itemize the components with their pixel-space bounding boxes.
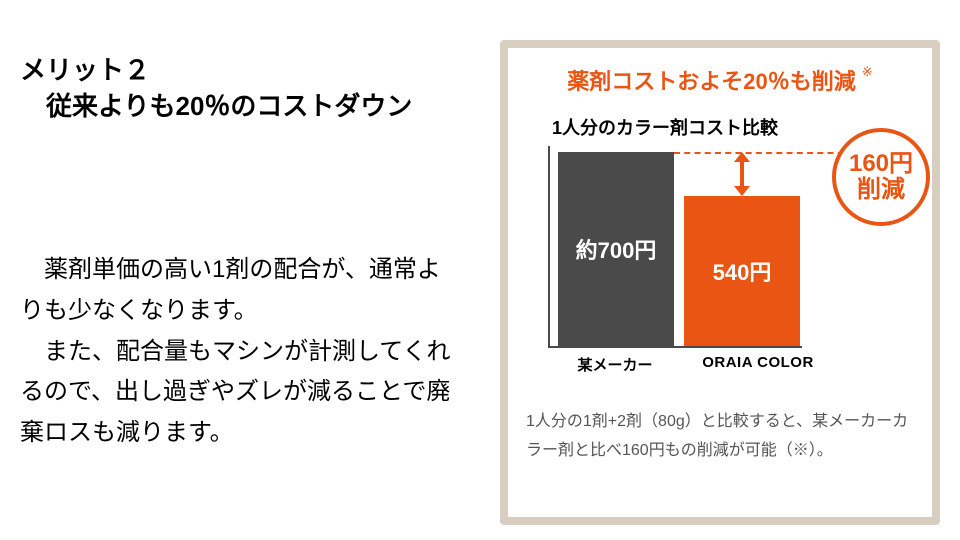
card-title-note: ※	[862, 64, 873, 79]
body-para-2: また、配合量もマシンが計測してくれるので、出し過ぎやズレが減ることで廃棄ロスも減…	[20, 332, 460, 454]
body-para-1: 薬剤単価の高い1剤の配合が、通常よりも少なくなります。	[20, 250, 460, 332]
guide-line-top	[674, 152, 854, 154]
bar-2-value-label: 540円	[713, 255, 772, 287]
bar-1-value-label: 約700円	[576, 233, 657, 265]
body-text: 薬剤単価の高い1剤の配合が、通常よりも少なくなります。 また、配合量もマシンが計…	[20, 250, 460, 454]
bar-2: 540円	[684, 196, 800, 346]
heading-line1: メリット２	[20, 52, 412, 88]
x-axis	[548, 346, 802, 348]
bar-1-caption: 某メーカー	[550, 354, 680, 375]
badge-line2: 削減	[857, 177, 905, 203]
card-title: 薬剤コストおよそ20％も削減 ※	[526, 64, 914, 96]
y-axis	[548, 146, 550, 348]
bar-1: 約700円	[558, 152, 674, 346]
bar-2-caption: ORAIA COLOR	[678, 354, 838, 371]
card-footnote: 1人分の1剤+2剤（80g）と比較すると、某メーカーカラー剤と比べ160円もの削…	[526, 408, 914, 466]
savings-badge: 160円削減	[832, 128, 930, 226]
chart-subtitle: 1人分のカラー剤コスト比較	[552, 114, 778, 140]
heading: メリット２ 従来よりも20％のコストダウン	[20, 52, 412, 125]
heading-line2: 従来よりも20％のコストダウン	[20, 88, 412, 124]
cost-bar-chart: 1人分のカラー剤コスト比較 約700円某メーカー 540円 ORAIA COLOR 1…	[526, 110, 922, 380]
difference-arrow	[733, 152, 751, 196]
badge-line1: 160円	[849, 151, 913, 177]
card-title-text: 薬剤コストおよそ20％も削減	[567, 69, 855, 94]
cost-card: 薬剤コストおよそ20％も削減 ※ 1人分のカラー剤コスト比較 約700円某メーカ…	[500, 40, 940, 525]
